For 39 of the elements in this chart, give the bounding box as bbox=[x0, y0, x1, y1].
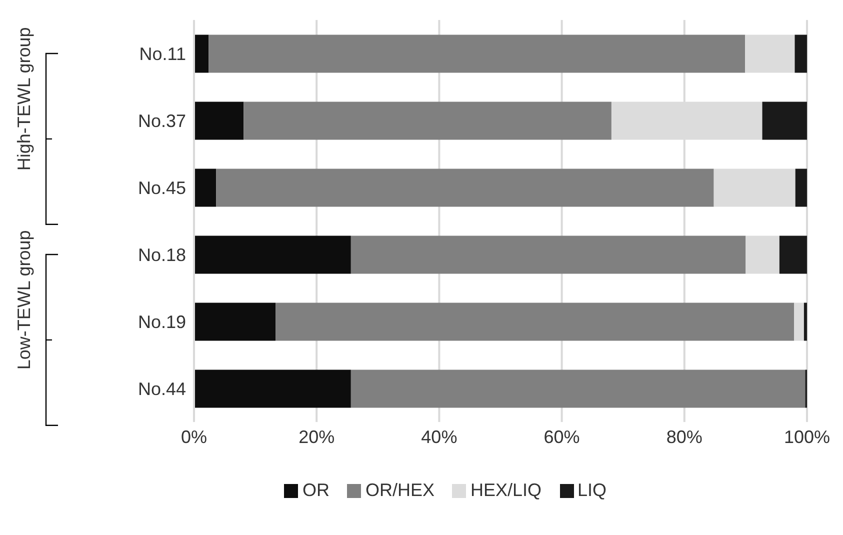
legend-label: LIQ bbox=[578, 480, 607, 501]
y-tick-label: No.44 bbox=[138, 378, 186, 399]
bar bbox=[795, 168, 807, 207]
bar bbox=[762, 102, 807, 140]
bar bbox=[276, 302, 794, 341]
bar bbox=[350, 236, 746, 274]
legend-label: OR/HEX bbox=[365, 480, 434, 501]
x-tick-label: 20% bbox=[298, 426, 335, 447]
bar bbox=[804, 302, 807, 341]
bar bbox=[208, 34, 746, 73]
bar bbox=[746, 236, 780, 274]
bar bbox=[216, 168, 714, 207]
x-tick-label: 60% bbox=[544, 426, 580, 447]
x-tick-label: 40% bbox=[421, 426, 458, 447]
bar bbox=[794, 34, 807, 73]
x-tick-label: 80% bbox=[666, 426, 702, 447]
bar bbox=[194, 302, 276, 341]
y-tick-label: No.19 bbox=[138, 312, 186, 332]
bar bbox=[194, 34, 209, 73]
bar bbox=[794, 302, 804, 341]
bar bbox=[194, 370, 351, 408]
legend-label: OR bbox=[302, 480, 330, 501]
bar bbox=[194, 236, 351, 274]
x-tick-label: 0% bbox=[180, 426, 208, 447]
bar bbox=[745, 34, 795, 73]
bar bbox=[244, 102, 612, 140]
x-tick-label: 100% bbox=[784, 426, 830, 447]
legend-label: HEX/LIQ bbox=[470, 480, 542, 501]
bar bbox=[194, 168, 216, 207]
y-tick-label: No.18 bbox=[138, 244, 186, 265]
bar bbox=[350, 370, 806, 408]
text: Low-TEWL group bbox=[14, 230, 34, 370]
bar bbox=[714, 168, 796, 207]
text: High-TEWL group bbox=[14, 27, 34, 171]
y-tick-label: No.11 bbox=[139, 44, 186, 64]
bar bbox=[779, 236, 807, 274]
y-tick-label: No.45 bbox=[138, 178, 186, 198]
y-tick-label: No.37 bbox=[138, 110, 186, 131]
bar bbox=[194, 102, 244, 140]
